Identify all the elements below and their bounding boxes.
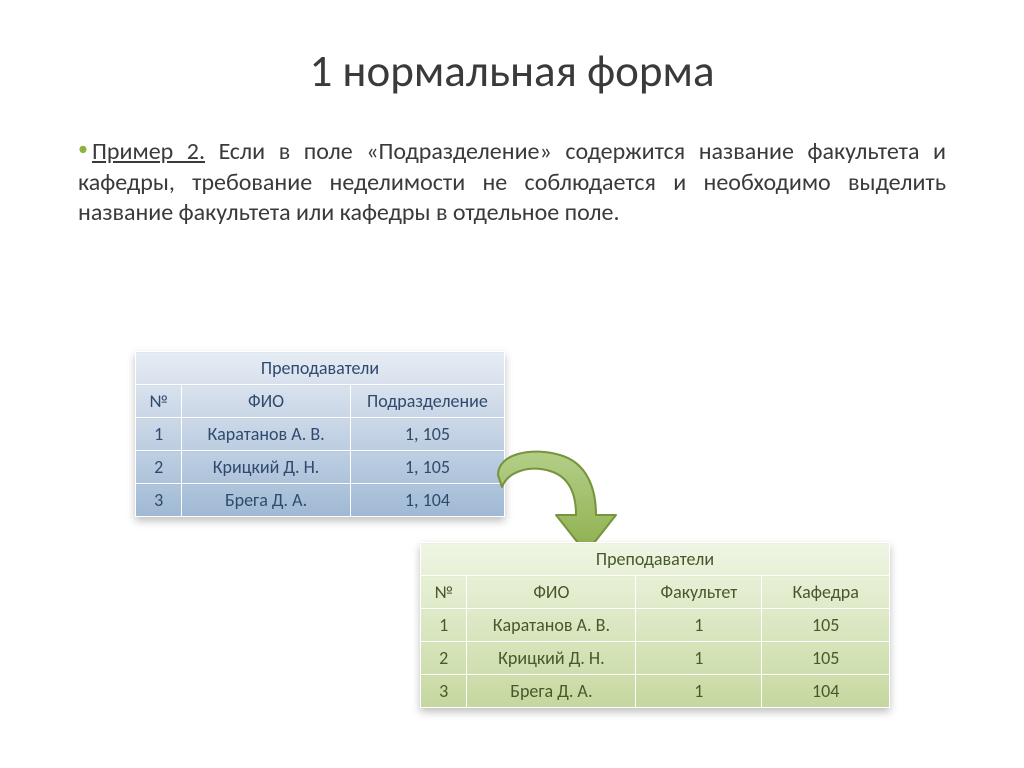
cell: 1 xyxy=(421,609,467,642)
table-header-row: № ФИО Подразделение xyxy=(136,385,505,418)
col-header: Кафедра xyxy=(762,576,890,609)
table-row: 1 Каратанов А. В. 1 105 xyxy=(421,609,890,642)
col-header: ФИО xyxy=(467,576,636,609)
col-header: Подразделение xyxy=(350,385,504,418)
cell: 1 xyxy=(636,642,762,675)
table-row: 2 Крицкий Д. Н. 1 105 xyxy=(421,642,890,675)
cell: 105 xyxy=(762,642,890,675)
table-caption: Преподаватели xyxy=(136,352,505,385)
slide: 1 нормальная форма •Пример 2. Если в пол… xyxy=(0,0,1024,768)
cell: Крицкий Д. Н. xyxy=(182,451,351,484)
table-row: 2 Крицкий Д. Н. 1, 105 xyxy=(136,451,505,484)
cell: Каратанов А. В. xyxy=(182,418,351,451)
cell: 1, 105 xyxy=(350,451,504,484)
cell: 2 xyxy=(421,642,467,675)
table-row: 3 Брега Д. А. 1, 104 xyxy=(136,484,505,517)
cell: 2 xyxy=(136,451,182,484)
cell: 1 xyxy=(636,609,762,642)
cell: 1, 104 xyxy=(350,484,504,517)
cell: Крицкий Д. Н. xyxy=(467,642,636,675)
cell: Брега Д. А. xyxy=(182,484,351,517)
cell: Брега Д. А. xyxy=(467,675,636,708)
cell: 104 xyxy=(762,675,890,708)
cell: 3 xyxy=(136,484,182,517)
cell: 1 xyxy=(136,418,182,451)
table-caption: Преподаватели xyxy=(421,543,890,576)
table-after: Преподаватели № ФИО Факультет Кафедра 1 … xyxy=(420,542,890,708)
example-label: Пример 2. xyxy=(92,137,205,166)
col-header: № xyxy=(136,385,182,418)
cell: 3 xyxy=(421,675,467,708)
col-header: Факультет xyxy=(636,576,762,609)
cell: Каратанов А. В. xyxy=(467,609,636,642)
table-caption-row: Преподаватели xyxy=(136,352,505,385)
body-paragraph: •Пример 2. Если в поле «Подразделение» с… xyxy=(78,137,946,229)
table-caption-row: Преподаватели xyxy=(421,543,890,576)
table-before: Преподаватели № ФИО Подразделение 1 Кара… xyxy=(135,351,505,517)
table-row: 1 Каратанов А. В. 1, 105 xyxy=(136,418,505,451)
table-header-row: № ФИО Факультет Кафедра xyxy=(421,576,890,609)
col-header: № xyxy=(421,576,467,609)
col-header: ФИО xyxy=(182,385,351,418)
cell: 1 xyxy=(636,675,762,708)
cell: 1, 105 xyxy=(350,418,504,451)
body-text-content: Если в поле «Подразделение» содержится н… xyxy=(78,137,946,227)
bullet-icon: • xyxy=(78,137,88,161)
table-row: 3 Брега Д. А. 1 104 xyxy=(421,675,890,708)
slide-title: 1 нормальная форма xyxy=(0,0,1024,99)
cell: 105 xyxy=(762,609,890,642)
